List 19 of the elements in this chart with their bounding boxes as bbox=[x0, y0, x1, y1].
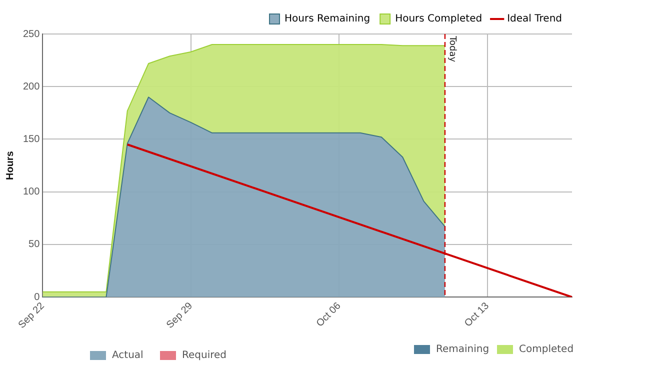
x-tick-label: Oct 13 bbox=[462, 300, 492, 330]
text: Remaining bbox=[436, 344, 490, 355]
legend-label: Ideal Trend bbox=[507, 14, 562, 25]
y-tick-label: 150 bbox=[22, 134, 40, 145]
text: Completed bbox=[519, 344, 574, 355]
text: Actual bbox=[112, 350, 144, 361]
x-tick-label: Sep 29 bbox=[164, 300, 196, 331]
ref-line-label: Today bbox=[447, 35, 458, 63]
y-tick-label: 250 bbox=[22, 28, 40, 40]
x-tick-label: Sep 22 bbox=[16, 300, 48, 331]
y-axis-title: Hours bbox=[4, 150, 16, 180]
x-tick-label: Oct 06 bbox=[314, 300, 344, 330]
y-tick-label: 50 bbox=[28, 239, 40, 250]
y-tick-label: 200 bbox=[22, 81, 40, 92]
legend-label: Hours Remaining bbox=[284, 14, 370, 25]
legend-label: Hours Completed bbox=[395, 14, 482, 25]
y-tick-label: 100 bbox=[22, 186, 40, 198]
text: Required bbox=[182, 350, 227, 361]
y-tick-label: 0 bbox=[34, 292, 40, 303]
